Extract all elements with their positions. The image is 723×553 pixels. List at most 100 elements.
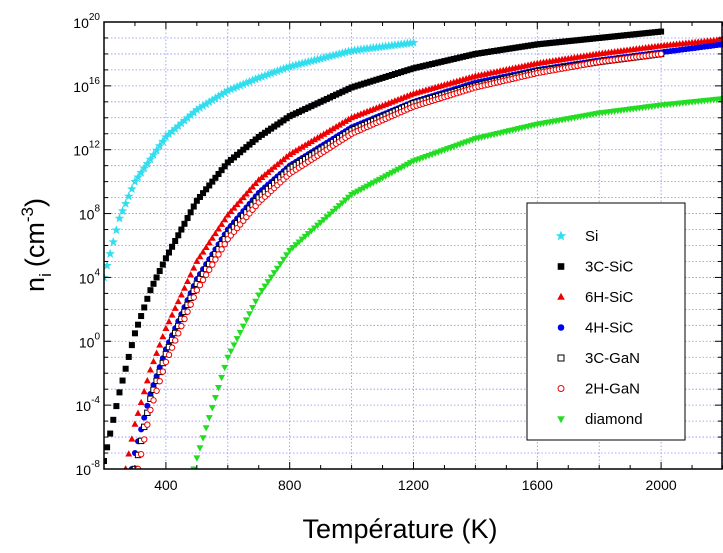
data-point — [193, 455, 201, 462]
legend-marker — [557, 324, 565, 331]
data-point — [267, 274, 275, 281]
y-axis-title: ni (cm-3) — [18, 198, 55, 292]
data-point — [245, 311, 253, 318]
y-tick-label: 1020 — [73, 12, 100, 31]
y-axis-title-unit: (cm — [20, 222, 50, 267]
y-axis-title-close: ) — [20, 198, 50, 207]
data-point — [165, 317, 173, 325]
data-point — [117, 206, 128, 216]
series-6h-sic — [123, 35, 723, 469]
data-point — [218, 246, 225, 253]
legend-marker — [557, 292, 565, 300]
data-point — [193, 287, 201, 294]
data-point — [323, 214, 331, 221]
legend-marker — [557, 385, 565, 392]
data-point — [184, 277, 192, 285]
data-point — [168, 344, 176, 351]
data-point — [326, 211, 334, 218]
series-2h-gan — [134, 50, 665, 469]
data-point — [168, 311, 176, 318]
legend-marker — [557, 263, 565, 270]
data-point — [131, 420, 139, 427]
legend-label: 3C-SiC — [585, 259, 634, 276]
data-point — [150, 280, 157, 287]
data-point — [298, 236, 306, 243]
data-point — [227, 207, 235, 215]
data-point — [136, 167, 146, 177]
data-point — [280, 256, 287, 264]
data-point — [252, 179, 260, 187]
legend-label: 6H-SiC — [585, 289, 634, 306]
data-point — [264, 279, 272, 286]
data-point — [236, 197, 244, 204]
data-point — [147, 287, 154, 294]
data-point — [175, 232, 182, 239]
data-point — [122, 365, 129, 372]
data-point — [196, 193, 203, 200]
data-point — [150, 357, 157, 365]
data-point — [215, 251, 222, 258]
data-point — [178, 322, 185, 330]
data-point — [159, 368, 167, 375]
data-point — [127, 183, 137, 194]
data-point — [146, 366, 154, 373]
data-point — [317, 219, 325, 227]
data-point — [187, 301, 194, 308]
data-point — [153, 274, 160, 281]
data-point — [286, 247, 294, 255]
data-point — [141, 304, 148, 311]
data-point — [156, 268, 163, 275]
data-point — [181, 315, 188, 323]
data-point — [408, 37, 419, 47]
data-point — [307, 228, 315, 235]
data-point — [329, 208, 337, 216]
data-point — [137, 451, 145, 458]
data-point — [181, 220, 188, 227]
data-point — [345, 194, 352, 202]
data-point — [175, 330, 182, 337]
data-point — [190, 264, 198, 271]
x-axis-title: Température (K) — [302, 514, 497, 544]
data-point — [332, 205, 340, 213]
data-point — [221, 364, 229, 372]
data-point — [165, 351, 173, 359]
data-point — [113, 403, 120, 410]
data-point — [202, 243, 210, 251]
legend-label: Si — [585, 228, 598, 245]
data-point — [199, 276, 207, 284]
data-point — [236, 329, 244, 337]
data-point — [341, 197, 349, 204]
data-point — [190, 203, 197, 210]
data-point — [221, 241, 228, 248]
data-point — [249, 304, 257, 312]
data-point — [184, 308, 191, 315]
data-point — [114, 213, 125, 223]
data-point — [211, 395, 219, 402]
data-point — [657, 50, 665, 58]
series-layer — [104, 28, 723, 469]
data-point — [209, 178, 216, 185]
data-point — [151, 145, 162, 155]
y-tick-label: 10-4 — [76, 395, 101, 414]
data-point — [107, 430, 114, 437]
data-point — [221, 215, 229, 223]
data-point — [314, 222, 322, 230]
data-point — [141, 436, 148, 443]
data-point — [184, 215, 191, 222]
data-point — [206, 266, 213, 273]
data-point — [202, 271, 210, 279]
data-point — [153, 349, 161, 356]
data-point — [135, 321, 142, 328]
data-point — [224, 354, 232, 362]
data-point — [144, 402, 151, 409]
data-point — [153, 387, 160, 394]
y-tick-label: 104 — [79, 267, 101, 286]
series-3c-sic — [104, 28, 665, 465]
legend-marker — [557, 416, 565, 424]
data-point — [144, 295, 151, 302]
data-point — [208, 405, 216, 412]
legend-marker — [555, 230, 567, 241]
data-point — [245, 186, 253, 194]
data-point — [138, 313, 145, 320]
data-point — [196, 252, 204, 260]
